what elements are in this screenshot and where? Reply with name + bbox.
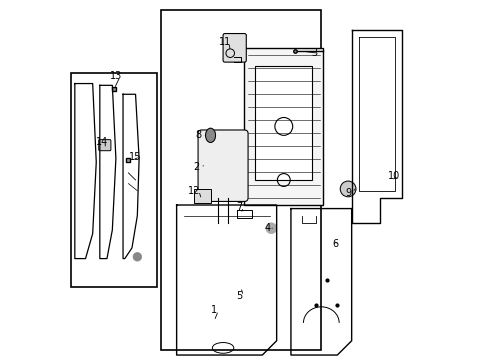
FancyBboxPatch shape: [99, 140, 111, 151]
Ellipse shape: [205, 128, 215, 143]
Text: 10: 10: [387, 171, 400, 181]
Bar: [244, 48, 323, 205]
Text: 15: 15: [129, 152, 142, 162]
Text: 5: 5: [236, 291, 242, 301]
Text: 3: 3: [310, 48, 317, 58]
Circle shape: [265, 223, 276, 234]
Text: 11: 11: [218, 37, 230, 48]
Text: 4: 4: [264, 223, 270, 233]
Bar: [255, 66, 312, 180]
Text: 14: 14: [95, 138, 107, 148]
Text: 2: 2: [193, 162, 199, 172]
Text: 13: 13: [109, 71, 122, 81]
Bar: [194, 189, 210, 203]
Text: 7: 7: [236, 202, 242, 212]
FancyBboxPatch shape: [198, 130, 247, 202]
Circle shape: [133, 252, 142, 261]
Text: 9: 9: [345, 188, 350, 198]
Text: 8: 8: [195, 130, 201, 140]
Bar: [160, 10, 321, 350]
Text: 1: 1: [211, 305, 217, 315]
Text: 6: 6: [332, 239, 338, 249]
Bar: [71, 73, 157, 287]
Circle shape: [340, 181, 355, 197]
Text: 12: 12: [188, 186, 200, 196]
FancyBboxPatch shape: [223, 33, 246, 62]
